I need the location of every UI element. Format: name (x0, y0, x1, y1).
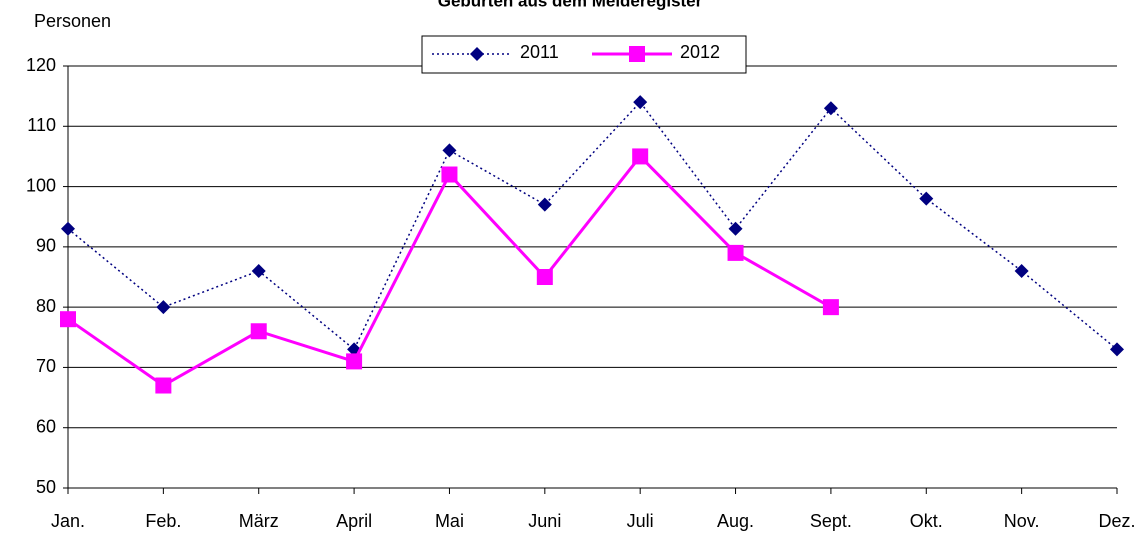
data-point (60, 311, 76, 328)
y-axis-label: Personen (34, 11, 111, 31)
x-tick-label: Jan. (51, 511, 85, 531)
y-tick-label: 70 (36, 356, 56, 376)
data-point (1110, 342, 1124, 357)
data-point (441, 166, 458, 183)
data-point (727, 244, 744, 261)
data-point (633, 95, 648, 110)
y-tick-label: 80 (36, 296, 56, 316)
x-tick-label: Juni (528, 511, 561, 531)
y-tick-label: 110 (27, 115, 56, 135)
y-tick-label: 60 (36, 416, 56, 436)
x-tick-label: Aug. (717, 511, 754, 531)
chart-title: Geburten aus dem Melderegister (438, 0, 703, 10)
y-tick-label: 90 (36, 236, 56, 256)
data-point (346, 353, 363, 370)
data-point (823, 101, 838, 116)
y-tick-label: 100 (26, 175, 56, 195)
y-tick-label: 120 (26, 55, 56, 75)
data-point (536, 269, 553, 285)
legend-label: 2011 (520, 42, 559, 62)
legend-marker (470, 47, 484, 61)
x-tick-label: Feb. (145, 511, 181, 531)
data-point (442, 143, 457, 158)
x-tick-label: Mai (435, 511, 464, 531)
data-point (61, 221, 75, 236)
data-point (1014, 263, 1029, 278)
x-tick-label: Okt. (910, 511, 943, 531)
x-tick-label: Nov. (1004, 511, 1040, 531)
data-point (251, 263, 266, 278)
data-point (250, 323, 267, 340)
x-tick-label: Sept. (810, 511, 852, 531)
data-point (632, 148, 649, 165)
legend-marker (629, 46, 645, 62)
data-point (822, 299, 839, 316)
data-point (155, 377, 172, 394)
series-line (67, 101, 1118, 351)
y-tick-label: 50 (36, 477, 56, 497)
data-point (156, 300, 171, 315)
series-line (67, 154, 832, 388)
data-point (919, 191, 934, 206)
x-tick-label: Dez. (1098, 511, 1135, 531)
x-tick-label: Juli (627, 511, 654, 531)
x-tick-label: März (239, 511, 279, 531)
legend-label: 2012 (680, 42, 720, 62)
x-tick-label: April (336, 511, 372, 531)
data-point (537, 197, 552, 212)
data-point (728, 221, 743, 236)
